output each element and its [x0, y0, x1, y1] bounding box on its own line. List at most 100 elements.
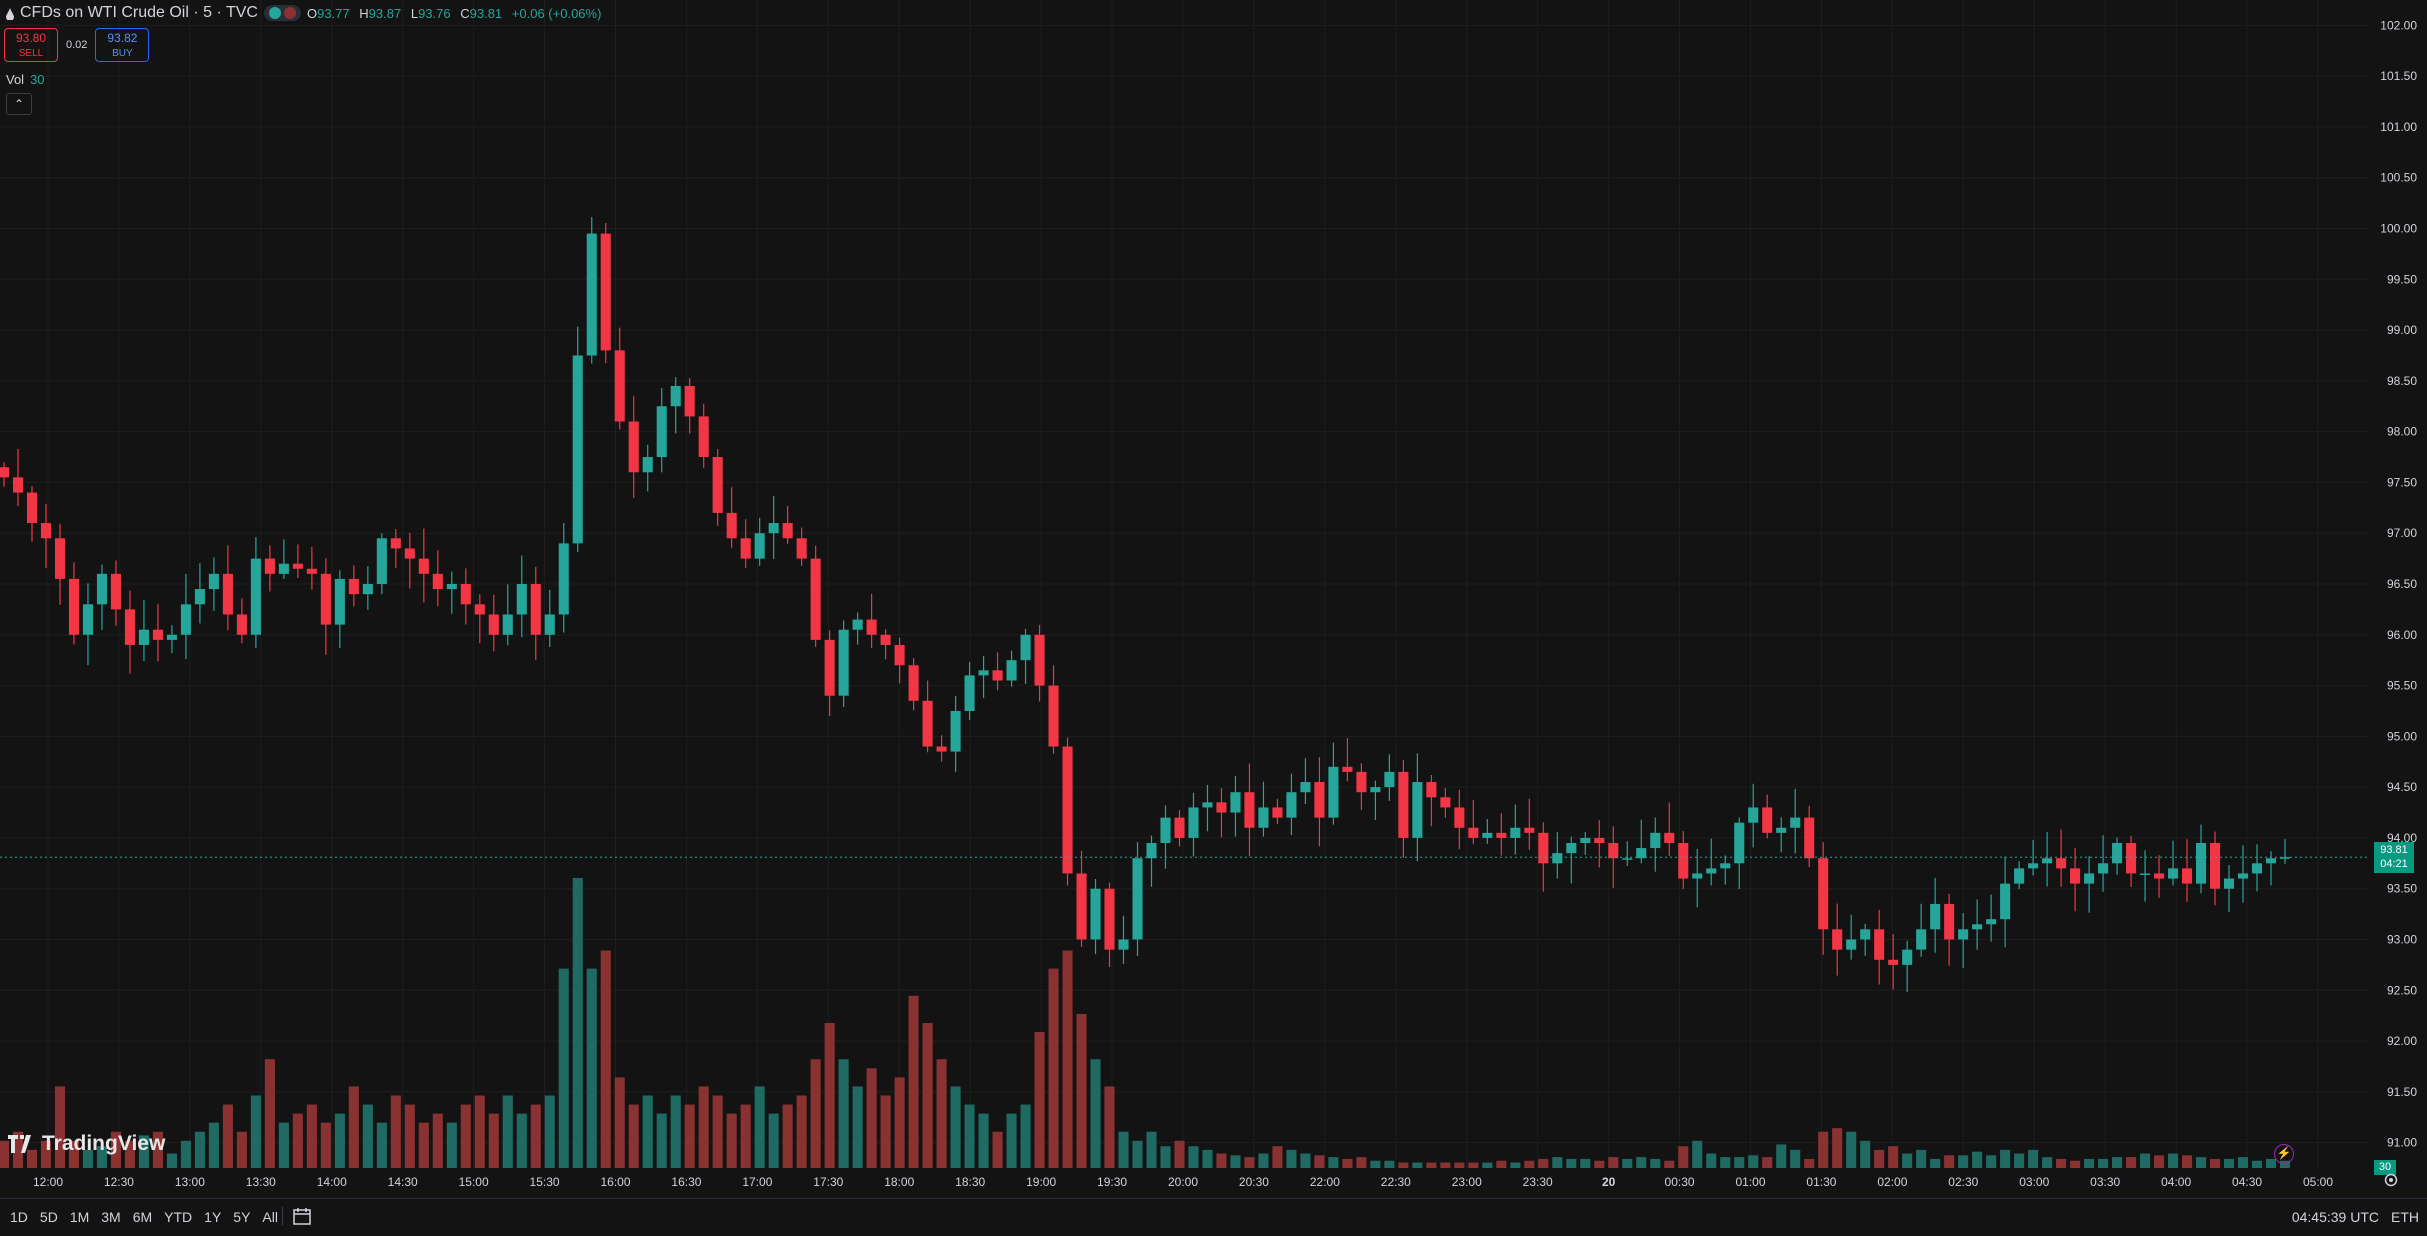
candle-body [1454, 807, 1465, 828]
volume-bar [362, 1104, 373, 1168]
time-tick: 15:00 [459, 1175, 489, 1189]
collapse-legend-button[interactable]: ⌃ [6, 93, 32, 115]
candle-body [1398, 771, 1409, 838]
candle-body [2279, 857, 2291, 859]
candle-body [488, 614, 499, 635]
volume-bar [1916, 1149, 1927, 1168]
volume-bar [1146, 1131, 1157, 1168]
volume-bar [852, 1086, 863, 1168]
status-pill[interactable] [263, 5, 301, 21]
time-tick: 20:00 [1168, 1175, 1198, 1189]
price-tick: 93.50 [2387, 882, 2417, 896]
volume-bar [1356, 1157, 1367, 1168]
candle-body [1720, 863, 1731, 869]
range-all[interactable]: All [262, 1209, 278, 1225]
candle-body [1006, 660, 1017, 681]
volume-bar [796, 1095, 807, 1168]
menu-icon [283, 7, 296, 19]
candle-body [628, 421, 639, 473]
candle-body [362, 584, 373, 595]
volume-bar [1426, 1162, 1437, 1168]
volume-bar [82, 1149, 94, 1168]
time-tick: 19:00 [1026, 1175, 1056, 1189]
range-3m[interactable]: 3M [101, 1209, 121, 1225]
volume-bar [670, 1095, 681, 1168]
candle-body [1762, 807, 1773, 833]
candle-body [418, 558, 429, 574]
volume-bar [2251, 1160, 2263, 1168]
candle-body [684, 385, 695, 417]
session-label[interactable]: ETH [2391, 1209, 2419, 1225]
volume-bar [180, 1140, 191, 1168]
volume-bar [1482, 1162, 1493, 1168]
candle-body [2112, 842, 2123, 864]
candle-body [460, 584, 471, 605]
candle-body [1076, 873, 1087, 940]
candle-body [712, 457, 723, 513]
price-tick: 99.50 [2387, 272, 2417, 286]
candle-body [1328, 766, 1339, 818]
candle-body [2209, 842, 2221, 889]
candle-body [2000, 883, 2011, 920]
volume-bar [2028, 1149, 2039, 1168]
candle-body [1748, 807, 1759, 823]
range-5y[interactable]: 5Y [233, 1209, 251, 1225]
range-1y[interactable]: 1Y [204, 1209, 222, 1225]
candle-body [2168, 868, 2179, 879]
candle-body [1482, 832, 1493, 838]
candle-body [2195, 842, 2207, 884]
candle-body [1384, 771, 1395, 788]
candle-body [278, 563, 289, 574]
lightning-icon[interactable]: ⚡ [2274, 1144, 2294, 1164]
candle-body [82, 604, 94, 635]
candle-body [292, 563, 303, 569]
candle-body [474, 604, 485, 615]
range-ytd[interactable]: YTD [164, 1209, 193, 1225]
volume-bar [1622, 1158, 1633, 1168]
range-1m[interactable]: 1M [69, 1209, 90, 1225]
volume-bar [432, 1113, 443, 1168]
volume-bar [642, 1095, 653, 1168]
range-5d[interactable]: 5D [39, 1209, 58, 1225]
candle-body [0, 467, 10, 478]
candlesticks [0, 217, 2291, 992]
time-tick: 18:00 [884, 1175, 914, 1189]
sell-button[interactable]: 93.80 SELL [4, 28, 58, 62]
time-tick: 05:00 [2303, 1175, 2333, 1189]
volume-bar [1510, 1162, 1521, 1168]
chevron-up-icon: ⌃ [13, 97, 25, 111]
volume-bar [1328, 1157, 1339, 1168]
range-1d[interactable]: 1D [10, 1209, 28, 1225]
symbol-title[interactable]: CFDs on WTI Crude Oil · 5 · TVC [20, 4, 258, 21]
volume-bar [1860, 1140, 1871, 1168]
volume-bar [1468, 1162, 1479, 1168]
volume-bar [2195, 1157, 2207, 1168]
buy-button[interactable]: 93.82 BUY [95, 28, 150, 62]
time-tick: 23:30 [1523, 1175, 1553, 1189]
candle-body [1636, 848, 1647, 859]
volume-bar [810, 1059, 821, 1168]
market-open-icon [268, 7, 281, 19]
volume-bar [348, 1086, 359, 1168]
tradingview-logo[interactable]: TradingView [8, 1132, 165, 1156]
time-tick: 16:00 [600, 1175, 630, 1189]
volume-bar [2056, 1158, 2067, 1168]
volume-bar [782, 1104, 793, 1168]
settings-gear-icon[interactable] [2383, 1172, 2399, 1188]
candle-body [1160, 817, 1171, 843]
candle-body [208, 573, 219, 590]
calendar-icon[interactable] [282, 1207, 313, 1225]
volume-bar [1202, 1149, 1213, 1168]
volume-bar [726, 1113, 737, 1168]
candle-body [2070, 868, 2081, 884]
volume-bar [1986, 1155, 1997, 1168]
volume-bar [2154, 1155, 2165, 1168]
candle-body [964, 675, 975, 711]
range-6m[interactable]: 6M [132, 1209, 153, 1225]
volume-bar [768, 1113, 779, 1168]
volume-bar [488, 1113, 499, 1168]
time-tick: 12:30 [104, 1175, 134, 1189]
price-tick: 96.50 [2387, 577, 2417, 591]
utc-clock[interactable]: 04:45:39 UTC [2291, 1209, 2379, 1225]
